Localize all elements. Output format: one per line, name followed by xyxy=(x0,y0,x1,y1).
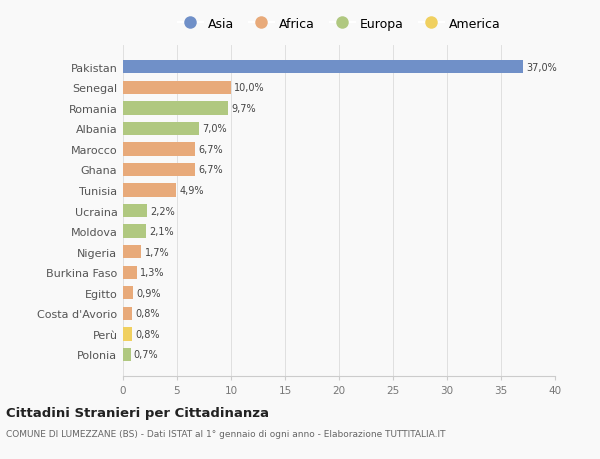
Text: 0,9%: 0,9% xyxy=(136,288,160,298)
Bar xyxy=(123,184,176,197)
Bar xyxy=(123,286,133,300)
Text: 6,7%: 6,7% xyxy=(199,165,223,175)
Bar xyxy=(123,123,199,136)
Text: 10,0%: 10,0% xyxy=(234,83,265,93)
Text: COMUNE DI LUMEZZANE (BS) - Dati ISTAT al 1° gennaio di ogni anno - Elaborazione : COMUNE DI LUMEZZANE (BS) - Dati ISTAT al… xyxy=(6,429,445,438)
Text: 2,2%: 2,2% xyxy=(150,206,175,216)
Text: 0,8%: 0,8% xyxy=(135,329,160,339)
Bar xyxy=(123,61,523,74)
Text: 6,7%: 6,7% xyxy=(199,145,223,155)
Text: 0,7%: 0,7% xyxy=(134,350,158,360)
Text: Cittadini Stranieri per Cittadinanza: Cittadini Stranieri per Cittadinanza xyxy=(6,406,269,419)
Text: 37,0%: 37,0% xyxy=(526,62,557,73)
Bar xyxy=(123,81,231,95)
Bar xyxy=(123,266,137,280)
Text: 2,1%: 2,1% xyxy=(149,227,173,237)
Bar xyxy=(123,246,142,259)
Bar xyxy=(123,204,147,218)
Bar xyxy=(123,328,131,341)
Text: 4,9%: 4,9% xyxy=(179,185,203,196)
Text: 1,7%: 1,7% xyxy=(145,247,169,257)
Text: 9,7%: 9,7% xyxy=(231,104,256,113)
Text: 7,0%: 7,0% xyxy=(202,124,226,134)
Legend: Asia, Africa, Europa, America: Asia, Africa, Europa, America xyxy=(175,15,503,33)
Bar xyxy=(123,102,228,115)
Bar xyxy=(123,163,196,177)
Bar xyxy=(123,307,131,320)
Text: 0,8%: 0,8% xyxy=(135,309,160,319)
Bar xyxy=(123,348,131,361)
Bar xyxy=(123,143,196,156)
Bar xyxy=(123,225,146,238)
Text: 1,3%: 1,3% xyxy=(140,268,165,278)
